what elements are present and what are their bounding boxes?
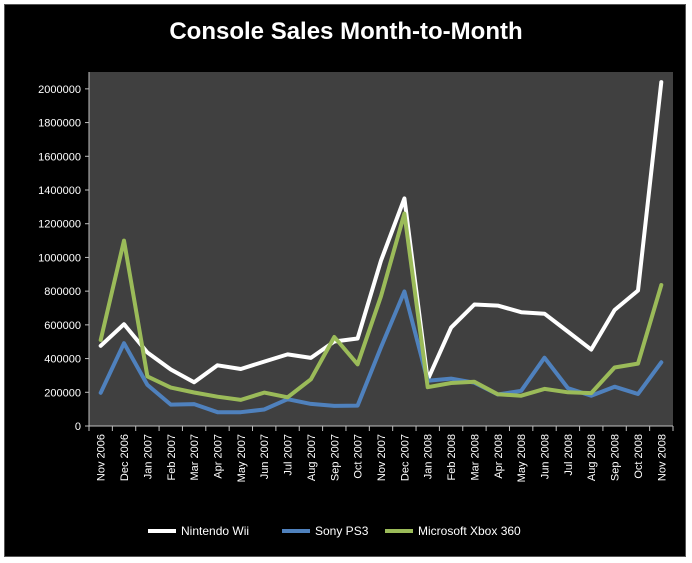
legend-label: Nintendo Wii <box>181 524 249 538</box>
series-lines <box>98 80 664 415</box>
series-line-1 <box>98 289 664 415</box>
x-tick-label: Dec 2007 <box>399 434 411 481</box>
x-tick-label: Apr 2007 <box>212 434 224 479</box>
y-tick-label: 1200000 <box>38 219 81 231</box>
x-tick-label: Jan 2008 <box>423 434 435 479</box>
x-tick-label: Dec 2006 <box>119 434 131 481</box>
legend-label: Microsoft Xbox 360 <box>418 524 521 538</box>
x-tick-label: Aug 2007 <box>306 434 318 481</box>
y-tick-label: 2000000 <box>38 84 81 96</box>
x-tick-label: Apr 2008 <box>493 434 505 479</box>
x-tick-label: Jul 2007 <box>283 434 295 476</box>
y-tick-label: 1800000 <box>38 118 81 130</box>
x-tick-label: Sep 2008 <box>610 434 622 481</box>
y-tick-label: 600000 <box>44 320 81 332</box>
x-tick-label: Jun 2008 <box>540 434 552 479</box>
x-tick-label: Jul 2008 <box>563 434 575 476</box>
x-tick-label: Aug 2008 <box>586 434 598 481</box>
x-tick-label: May 2007 <box>236 434 248 482</box>
x-tick-label: Mar 2007 <box>189 434 201 480</box>
series-line-2 <box>98 211 664 402</box>
x-axis: Nov 2006 Dec 2006 Jan 2007 Feb 2007 Mar 2007… <box>88 425 674 482</box>
y-tick-label: 400000 <box>44 354 81 366</box>
x-tick-label: Feb 2007 <box>166 434 178 480</box>
x-tick-label: Nov 2006 <box>96 434 108 481</box>
chart-title: Console Sales Month-to-Month <box>169 18 523 45</box>
legend: Nintendo Wii Sony PS3 Microsoft Xbox 360 <box>148 524 521 538</box>
x-tick-label: Nov 2007 <box>376 434 388 481</box>
x-tick-label: May 2008 <box>516 434 528 482</box>
x-tick-label: Jun 2007 <box>259 434 271 479</box>
x-tick-label: Sep 2007 <box>329 434 341 481</box>
y-tick-label: 0 <box>75 421 81 433</box>
x-tick-label: Oct 2008 <box>633 434 645 479</box>
x-tick-label: Oct 2007 <box>353 434 365 479</box>
series-line-0 <box>98 80 664 385</box>
x-tick-label: Jan 2007 <box>142 434 154 479</box>
y-tick-label: 200000 <box>44 387 81 399</box>
y-tick-label: 1400000 <box>38 185 81 197</box>
plot-area <box>89 72 673 426</box>
y-tick-label: 800000 <box>44 286 81 298</box>
x-tick-label: Feb 2008 <box>446 434 458 480</box>
y-tick-label: 1000000 <box>38 252 81 264</box>
legend-label: Sony PS3 <box>315 524 369 538</box>
y-tick-label: 1600000 <box>38 151 81 163</box>
y-axis: 0 200000 400000 600000 800000 1000000 1200000 1… <box>38 72 90 433</box>
x-tick-label: Nov 2008 <box>656 434 668 481</box>
x-tick-label: Mar 2008 <box>469 434 481 480</box>
